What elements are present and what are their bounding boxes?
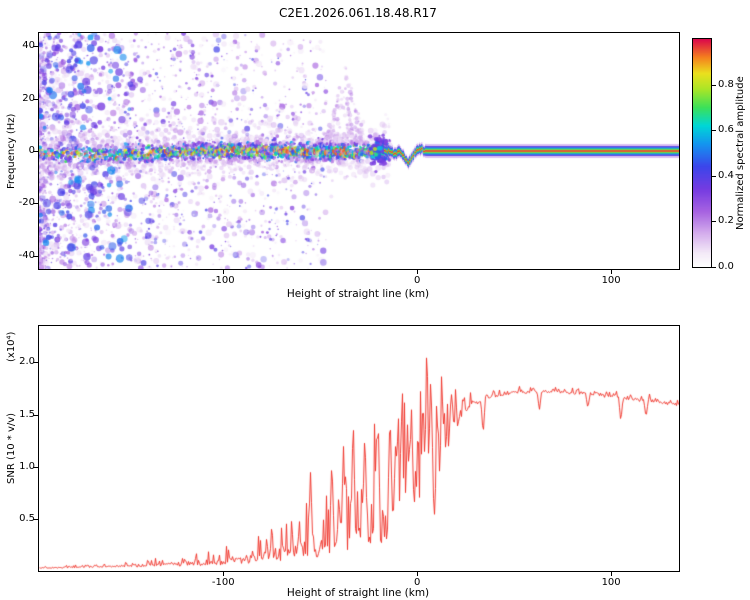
colorbar-tick bbox=[712, 84, 716, 86]
snr-x-tick bbox=[223, 572, 225, 576]
colorbar-gradient bbox=[692, 38, 712, 268]
spectrogram-y-tick-label: -20 bbox=[18, 197, 35, 209]
snr-x-tick bbox=[417, 572, 419, 576]
spectrogram-x-tick-label: 0 bbox=[413, 275, 421, 286]
colorbar-tick bbox=[712, 267, 716, 268]
colorbar-tick-label: 0.6 bbox=[718, 124, 734, 136]
snr-y-tick-label: 1.0 bbox=[19, 460, 35, 472]
spectrogram-x-tick bbox=[223, 270, 225, 274]
snr-x-tick bbox=[611, 572, 613, 576]
snr-y-tick-label: 2.0 bbox=[19, 356, 35, 368]
snr-x-tick-label: 0 bbox=[413, 577, 421, 588]
colorbar-tick-label: 0.2 bbox=[718, 215, 734, 227]
spectrogram-x-tick bbox=[611, 270, 613, 274]
colorbar-tick-label: 0.4 bbox=[718, 169, 734, 181]
spectrogram-x-tick-label: 100 bbox=[601, 275, 621, 286]
spectrogram-y-tick-label: 0 bbox=[28, 145, 35, 156]
snr-y-tick-label: 1.5 bbox=[19, 408, 35, 420]
snr-canvas bbox=[38, 325, 680, 572]
snr-y-tick bbox=[33, 518, 38, 520]
colorbar-tick-label: 0.8 bbox=[718, 78, 734, 90]
spectrogram-y-tick bbox=[33, 255, 38, 257]
spectrogram-x-tick bbox=[417, 270, 419, 274]
colorbar-label: Normalized spectral amplitude bbox=[735, 76, 746, 230]
colorbar-tick bbox=[712, 221, 716, 223]
snr-y-tick-label: 0.5 bbox=[19, 512, 35, 524]
spectrogram-canvas bbox=[38, 32, 680, 270]
spectrogram-y-tick-label: 20 bbox=[22, 92, 35, 104]
spectrogram-y-tick bbox=[33, 203, 38, 205]
spectrogram-y-tick bbox=[33, 151, 38, 152]
snr-x-axis-label: Height of straight line (km) bbox=[286, 587, 430, 599]
spectrogram-x-axis-label: Height of straight line (km) bbox=[286, 288, 430, 300]
spectrogram-y-tick-label: 40 bbox=[22, 40, 35, 52]
spectrogram-y-tick bbox=[33, 98, 38, 100]
snr-y-tick bbox=[33, 466, 38, 468]
spectrogram-y-tick bbox=[33, 46, 38, 48]
figure-title: C2E1.2026.061.18.48.R17 bbox=[279, 6, 437, 20]
colorbar-tick-label: 0.0 bbox=[718, 261, 734, 272]
snr-y-tick bbox=[33, 414, 38, 416]
colorbar-tick bbox=[712, 130, 716, 132]
snr-x-tick-label: 100 bbox=[601, 577, 621, 588]
snr-y-tick bbox=[33, 362, 38, 364]
snr-x-tick-label: -100 bbox=[211, 577, 235, 588]
spectrogram-y-tick-label: -40 bbox=[18, 249, 35, 261]
spectrogram-x-tick-label: -100 bbox=[211, 275, 235, 286]
colorbar-tick bbox=[712, 175, 716, 177]
